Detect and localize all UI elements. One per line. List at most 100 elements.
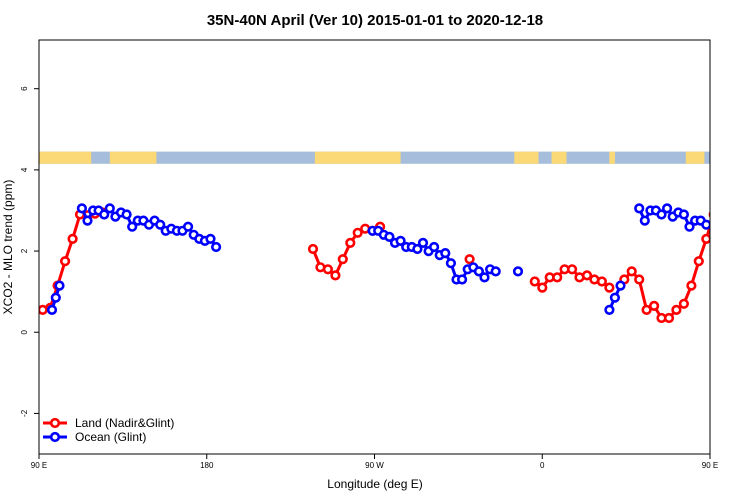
y-tick-label: 6 [20,86,29,91]
data-point [581,270,593,281]
data-point [76,203,87,214]
data-point [322,264,334,275]
x-tick-label: 90 W [365,461,384,470]
x-axis-label: Longitude (deg E) [327,477,422,491]
data-point [552,272,563,283]
land-ocean-strip [39,151,750,164]
data-point [417,237,429,248]
x-tick-label: 90 E [31,461,47,470]
x-axis: 90 E 180 90 W 0 90 E [31,454,718,470]
x-tick-label: 90 E [702,461,718,470]
data-point [529,276,540,287]
data-point [429,241,440,253]
series-ocean [46,203,710,316]
data-point [566,264,578,275]
data-point [59,256,71,267]
plot-frame [38,39,711,455]
data-point [656,209,667,220]
chart-title: 35N-40N April (Ver 10) 2015-01-01 to 202… [207,12,543,29]
legend-label: Land (Nadir&Glint) [75,416,174,430]
data-point [54,280,65,291]
data-point [626,266,637,277]
legend-marker [49,417,61,429]
legend-entry: Land (Nadir&Glint) [43,416,174,430]
land-band-segment [514,151,539,164]
data-point [127,221,138,232]
data-point [663,312,675,324]
data-point [205,233,216,244]
data-point [634,203,645,214]
data-point [725,209,733,217]
data-point [155,219,166,230]
data-point [639,215,650,226]
data-point [464,254,475,265]
data-point [661,203,673,214]
data-point [512,266,524,277]
data-point [82,215,93,226]
x-tick-label: 0 [540,461,545,470]
data-point [671,304,682,316]
data-point [352,227,363,238]
data-point [445,258,457,269]
data-point [183,221,194,232]
data-point [604,304,615,316]
data-point [330,270,341,281]
y-tick-label: -2 [20,409,29,417]
land-band-segment [710,152,717,164]
data-point [345,237,356,248]
data-point [686,280,697,291]
y-tick-label: 2 [20,248,29,253]
data-point [615,280,626,291]
data-point [457,274,468,285]
legend-marker [49,431,61,443]
data-point [490,266,501,277]
data-point [384,231,395,242]
data-point [648,300,660,312]
data-point [684,221,695,232]
y-axis-label: XCO2 - MLO trend (ppm) [1,180,15,315]
data-point [693,256,704,267]
data-point [596,276,608,287]
data-point [701,233,710,244]
land-band-segment [685,151,705,164]
data-point [604,282,615,293]
data-point [412,243,423,255]
data-point [717,211,725,219]
data-point [479,272,490,283]
legend-entry: Ocean (Glint) [43,430,146,444]
x-tick-label: 180 [200,461,214,470]
y-tick-label: 0 [20,329,29,334]
legend: Land (Nadir&Glint)Ocean (Glint) [43,416,174,444]
data-point [537,282,548,293]
land-band-segment [109,151,157,164]
data-point [104,203,115,214]
data-point [67,233,78,244]
data-point [50,292,61,303]
data-point [46,304,58,316]
data-point [395,235,406,246]
data-point [701,219,710,230]
land-band-segment [744,152,750,164]
data-point [678,298,690,309]
data-point [337,254,348,265]
land-band-segment [609,151,615,164]
data-point [634,274,645,285]
legend-label: Ocean (Glint) [75,430,146,444]
data-point [211,241,222,253]
land-band-segment [551,151,567,164]
y-tick-label: 4 [20,167,29,172]
data-point [708,211,710,218]
series-layer [39,203,733,324]
y-axis: -2 0 2 4 6 [20,86,39,417]
data-point [99,209,110,220]
data-point [307,243,319,255]
data-point [641,304,652,316]
data-point [121,209,132,220]
land-band-segment [39,151,92,164]
data-point [440,248,451,259]
data-point [678,209,690,220]
data-point [473,266,485,277]
land-band-segment [314,151,401,164]
series-line [623,221,710,320]
